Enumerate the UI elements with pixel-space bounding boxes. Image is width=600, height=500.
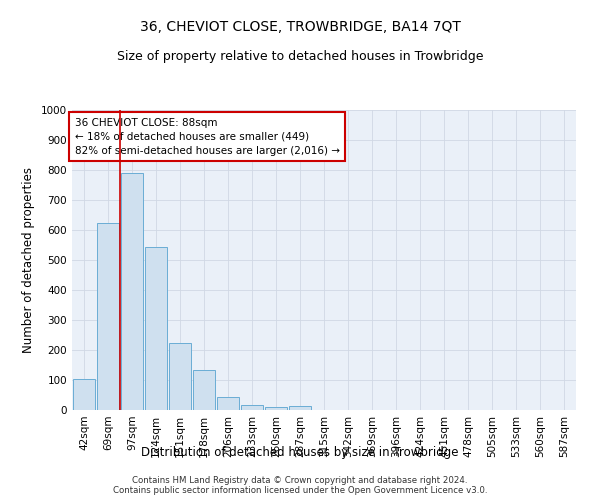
Y-axis label: Number of detached properties: Number of detached properties <box>22 167 35 353</box>
Bar <box>217 398 239 410</box>
Bar <box>97 223 119 410</box>
Bar <box>265 407 287 410</box>
Text: Size of property relative to detached houses in Trowbridge: Size of property relative to detached ho… <box>117 50 483 63</box>
Bar <box>241 405 263 410</box>
Bar <box>193 370 215 410</box>
Text: Contains HM Land Registry data © Crown copyright and database right 2024.
Contai: Contains HM Land Registry data © Crown c… <box>113 476 487 495</box>
Text: 36, CHEVIOT CLOSE, TROWBRIDGE, BA14 7QT: 36, CHEVIOT CLOSE, TROWBRIDGE, BA14 7QT <box>140 20 460 34</box>
Text: Distribution of detached houses by size in Trowbridge: Distribution of detached houses by size … <box>141 446 459 459</box>
Bar <box>169 344 191 410</box>
Text: 36 CHEVIOT CLOSE: 88sqm
← 18% of detached houses are smaller (449)
82% of semi-d: 36 CHEVIOT CLOSE: 88sqm ← 18% of detache… <box>74 118 340 156</box>
Bar <box>73 379 95 410</box>
Bar <box>121 173 143 410</box>
Bar <box>145 247 167 410</box>
Bar <box>289 406 311 410</box>
